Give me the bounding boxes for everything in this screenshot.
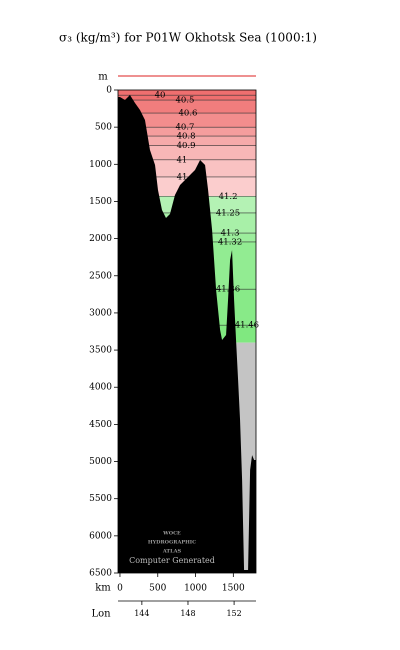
contour-label: 41.25 [216, 208, 240, 218]
footer: Computer Generated [129, 556, 215, 565]
contour-label: 40 [155, 91, 166, 101]
contour-label: 40.6 [179, 109, 198, 119]
watermark: HYDROGRAPHIC [148, 540, 196, 546]
y-tick-label: 2000 [89, 234, 112, 244]
contour-label: 41.36 [216, 285, 240, 295]
y-tick-label: 5000 [89, 457, 112, 467]
contour-label: 41.2 [219, 192, 238, 202]
seafloor [118, 94, 256, 574]
x-axis-label: km [95, 583, 111, 594]
contour-label: 41.3 [221, 229, 240, 239]
contour-label: 41 [177, 155, 188, 165]
y-tick-label: 1000 [89, 160, 112, 170]
contour-label: 41.46 [235, 321, 259, 331]
y-tick-label: 5500 [89, 494, 112, 504]
y-tick-label: 1500 [89, 197, 112, 207]
y-tick-label: 4500 [89, 420, 112, 430]
y-tick-label: 500 [95, 123, 112, 133]
x2-axis-label: Lon [91, 609, 111, 620]
density-band [118, 145, 256, 160]
x-tick-label: 500 [149, 584, 166, 594]
contour-label: 41.1 [177, 172, 196, 182]
x-tick-label: 0 [117, 584, 123, 594]
contour-label: 40.8 [177, 132, 196, 142]
contour-label: 40.9 [177, 141, 196, 151]
density-band [118, 100, 256, 114]
x-tick-label: 1000 [184, 584, 207, 594]
watermark: WOCE [162, 531, 181, 537]
y-tick-label: 6000 [89, 531, 112, 541]
watermark: ATLAS [162, 549, 182, 555]
chart-title: σ₃ (kg/m³) for P01W Okhotsk Sea (1000:1) [59, 31, 317, 45]
contour-label: 40.5 [175, 96, 194, 106]
x-tick-label: 1500 [222, 584, 245, 594]
y-tick-label: 2500 [89, 271, 112, 281]
y-axis-label: m [98, 72, 108, 83]
contour-label: 40.7 [175, 123, 194, 133]
x2-tick-label: 148 [180, 609, 195, 618]
y-tick-label: 6500 [89, 569, 112, 579]
density-band [118, 127, 256, 137]
y-tick-label: 3000 [89, 308, 112, 318]
y-tick-label: 0 [106, 86, 112, 96]
density-band [118, 136, 256, 146]
x2-tick-label: 152 [226, 609, 241, 618]
y-tick-label: 4000 [89, 383, 112, 393]
contour-label: 41.32 [218, 237, 242, 247]
density-band [118, 113, 256, 128]
plot-frame [117, 89, 257, 574]
x2-tick-label: 144 [134, 609, 149, 618]
y-tick-label: 3500 [89, 346, 112, 356]
